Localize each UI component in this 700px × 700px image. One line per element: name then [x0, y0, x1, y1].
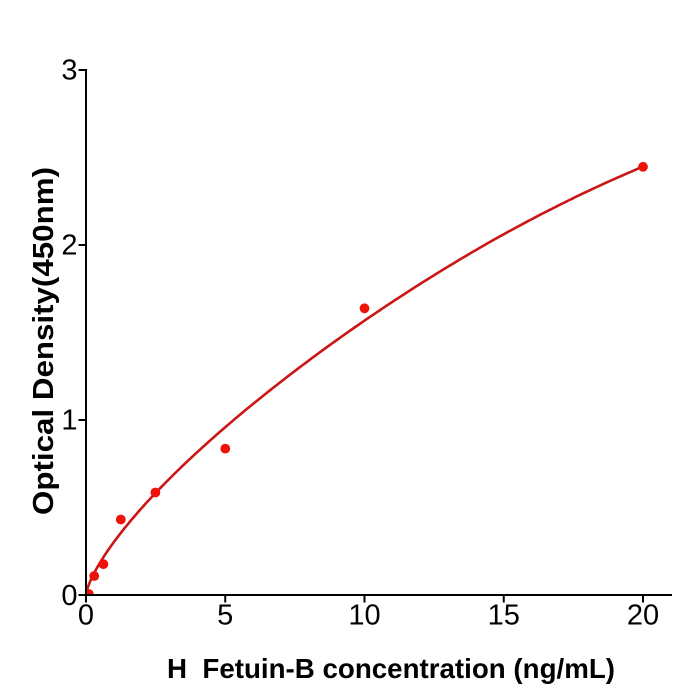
- svg-text:H Fetuin-B concentration (ng/: H Fetuin-B concentration (ng/mL): [167, 653, 615, 684]
- svg-text:0: 0: [61, 580, 77, 612]
- svg-text:3: 3: [61, 55, 77, 87]
- svg-text:Optical Density(450nm): Optical Density(450nm): [28, 167, 60, 515]
- svg-text:20: 20: [627, 599, 659, 631]
- svg-text:0: 0: [78, 599, 94, 631]
- svg-text:10: 10: [348, 599, 380, 631]
- svg-text:5: 5: [217, 599, 233, 631]
- svg-text:15: 15: [488, 599, 520, 631]
- svg-text:1: 1: [61, 405, 77, 437]
- svg-text:2: 2: [61, 230, 77, 262]
